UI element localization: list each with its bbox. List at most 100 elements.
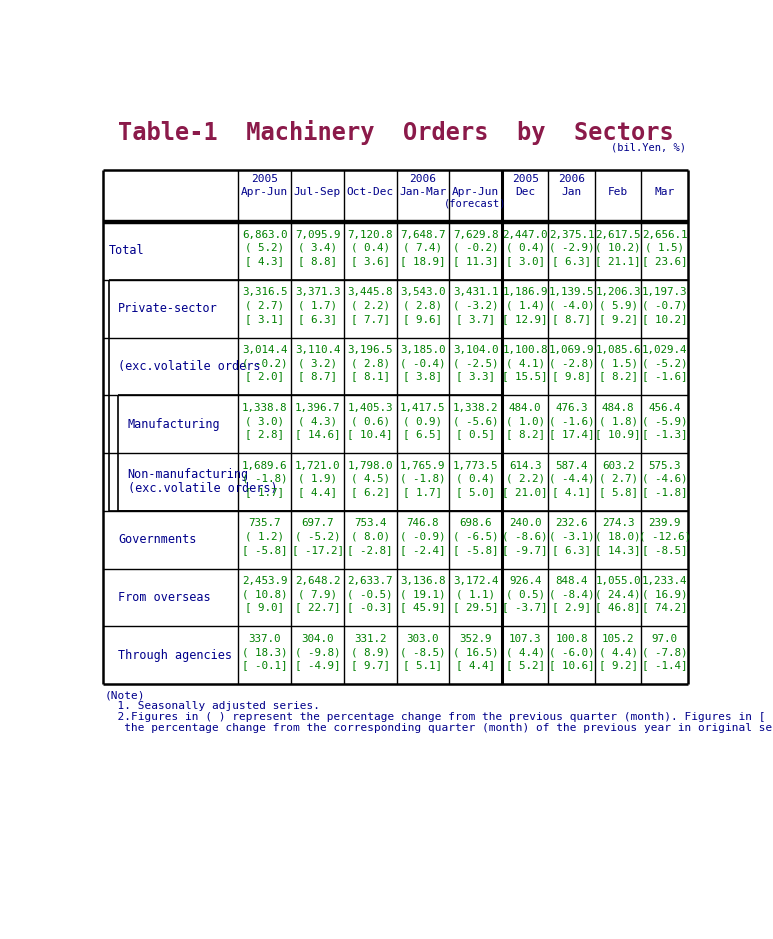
Text: 698.6: 698.6 [459,518,492,529]
Text: 1,405.3: 1,405.3 [347,403,393,413]
Text: [ 3.7]: [ 3.7] [456,314,495,324]
Text: 2,617.5: 2,617.5 [595,230,641,239]
Text: [ 17.4]: [ 17.4] [549,429,594,439]
Text: ( 24.4): ( 24.4) [595,590,641,599]
Text: 587.4: 587.4 [556,461,588,470]
Text: ( 0.6): ( 0.6) [351,416,390,426]
Text: 1. Seasonally adjusted series.: 1. Seasonally adjusted series. [104,700,320,711]
Text: 100.8: 100.8 [556,634,588,644]
Text: [ 8.7]: [ 8.7] [298,372,337,381]
Text: [ 9.2]: [ 9.2] [599,660,638,670]
Text: ( -0.2): ( -0.2) [453,243,499,253]
Text: 848.4: 848.4 [556,577,588,586]
Text: ( -3.1): ( -3.1) [549,531,594,542]
Text: Private-sector: Private-sector [118,302,218,316]
Text: 2,447.0: 2,447.0 [502,230,548,239]
Text: [ 5.2]: [ 5.2] [506,660,545,670]
Text: [ 9.6]: [ 9.6] [404,314,442,324]
Text: [ 7.7]: [ 7.7] [351,314,390,324]
Text: ( 2.8): ( 2.8) [404,300,442,311]
Text: 3,136.8: 3,136.8 [400,577,446,586]
Text: ( -5.6): ( -5.6) [453,416,499,426]
Text: [ -2.4]: [ -2.4] [400,545,446,555]
Text: 352.9: 352.9 [459,634,492,644]
Text: 1,233.4: 1,233.4 [642,577,687,586]
Text: ( 7.9): ( 7.9) [298,590,337,599]
Text: ( 0.4): ( 0.4) [351,243,390,253]
Text: 6,863.0: 6,863.0 [242,230,288,239]
Text: [ 4.4]: [ 4.4] [456,660,495,670]
Text: [ 14.6]: [ 14.6] [295,429,340,439]
Text: [ 2.8]: [ 2.8] [245,429,284,439]
Text: Jul-Sep: Jul-Sep [294,187,341,196]
Text: ( 1.0): ( 1.0) [506,416,545,426]
Text: 2,375.1: 2,375.1 [549,230,594,239]
Text: [ 1.7]: [ 1.7] [245,487,284,497]
Text: [ -1.8]: [ -1.8] [642,487,687,497]
Text: ( -3.2): ( -3.2) [453,300,499,311]
Text: ( 16.5): ( 16.5) [453,647,499,657]
Text: Governments: Governments [118,533,196,546]
Text: 2005: 2005 [512,175,539,184]
Text: Total: Total [109,244,145,257]
Text: Apr-Jun: Apr-Jun [241,187,288,196]
Text: ( 18.3): ( 18.3) [242,647,288,657]
Text: Feb: Feb [608,187,628,196]
Text: 926.4: 926.4 [509,577,541,586]
Text: ( 4.5): ( 4.5) [351,474,390,484]
Text: [ 5.8]: [ 5.8] [599,487,638,497]
Text: 240.0: 240.0 [509,518,541,529]
Text: From overseas: From overseas [118,591,211,604]
Text: [ -8.5]: [ -8.5] [642,545,687,555]
Text: 1,186.9: 1,186.9 [502,287,548,298]
Text: ( -0.2): ( -0.2) [242,359,288,368]
Text: ( -0.5): ( -0.5) [347,590,393,599]
Text: 697.7: 697.7 [301,518,334,529]
Text: ( 2.2): ( 2.2) [506,474,545,484]
Text: 2,633.7: 2,633.7 [347,577,393,586]
Text: ( 5.9): ( 5.9) [599,300,638,311]
Text: [ 9.7]: [ 9.7] [351,660,390,670]
Text: ( 2.7): ( 2.7) [245,300,284,311]
Text: [ 18.9]: [ 18.9] [400,256,446,266]
Text: (Note): (Note) [104,690,145,700]
Text: 7,120.8: 7,120.8 [347,230,393,239]
Text: 3,110.4: 3,110.4 [295,346,340,355]
Text: 2,656.1: 2,656.1 [642,230,687,239]
Text: ( 1.2): ( 1.2) [245,531,284,542]
Text: ( -12.6): ( -12.6) [638,531,691,542]
Text: 1,396.7: 1,396.7 [295,403,340,413]
Text: ( -1.8): ( -1.8) [242,474,288,484]
Text: ( 4.3): ( 4.3) [298,416,337,426]
Text: [ -3.7]: [ -3.7] [502,603,548,612]
Text: 1,721.0: 1,721.0 [295,461,340,470]
Text: 2005: 2005 [251,175,278,184]
Text: 304.0: 304.0 [301,634,334,644]
Text: [ 12.9]: [ 12.9] [502,314,548,324]
Text: ( 1.7): ( 1.7) [298,300,337,311]
Text: [ 21.0]: [ 21.0] [502,487,548,497]
Text: ( 0.5): ( 0.5) [506,590,545,599]
Text: ( 8.0): ( 8.0) [351,531,390,542]
Text: [ 5.1]: [ 5.1] [404,660,442,670]
Text: 7,629.8: 7,629.8 [453,230,499,239]
Text: [ 6.3]: [ 6.3] [552,256,591,266]
Text: 575.3: 575.3 [649,461,681,470]
Text: [ 8.7]: [ 8.7] [552,314,591,324]
Text: Manufacturing: Manufacturing [128,418,220,431]
Text: [ 11.3]: [ 11.3] [453,256,499,266]
Text: (bil.Yen, %): (bil.Yen, %) [611,143,686,153]
Text: 3,172.4: 3,172.4 [453,577,499,586]
Text: Mar: Mar [655,187,675,196]
Text: ( 5.2): ( 5.2) [245,243,284,253]
Text: ( 10.2): ( 10.2) [595,243,641,253]
Text: ( 19.1): ( 19.1) [400,590,446,599]
Text: ( -2.9): ( -2.9) [549,243,594,253]
Text: 3,445.8: 3,445.8 [347,287,393,298]
Text: [ 3.3]: [ 3.3] [456,372,495,381]
Text: 1,206.3: 1,206.3 [595,287,641,298]
Text: [ 14.3]: [ 14.3] [595,545,641,555]
Text: [ 10.2]: [ 10.2] [642,314,687,324]
Text: ( -9.8): ( -9.8) [295,647,340,657]
Text: [ 6.3]: [ 6.3] [298,314,337,324]
